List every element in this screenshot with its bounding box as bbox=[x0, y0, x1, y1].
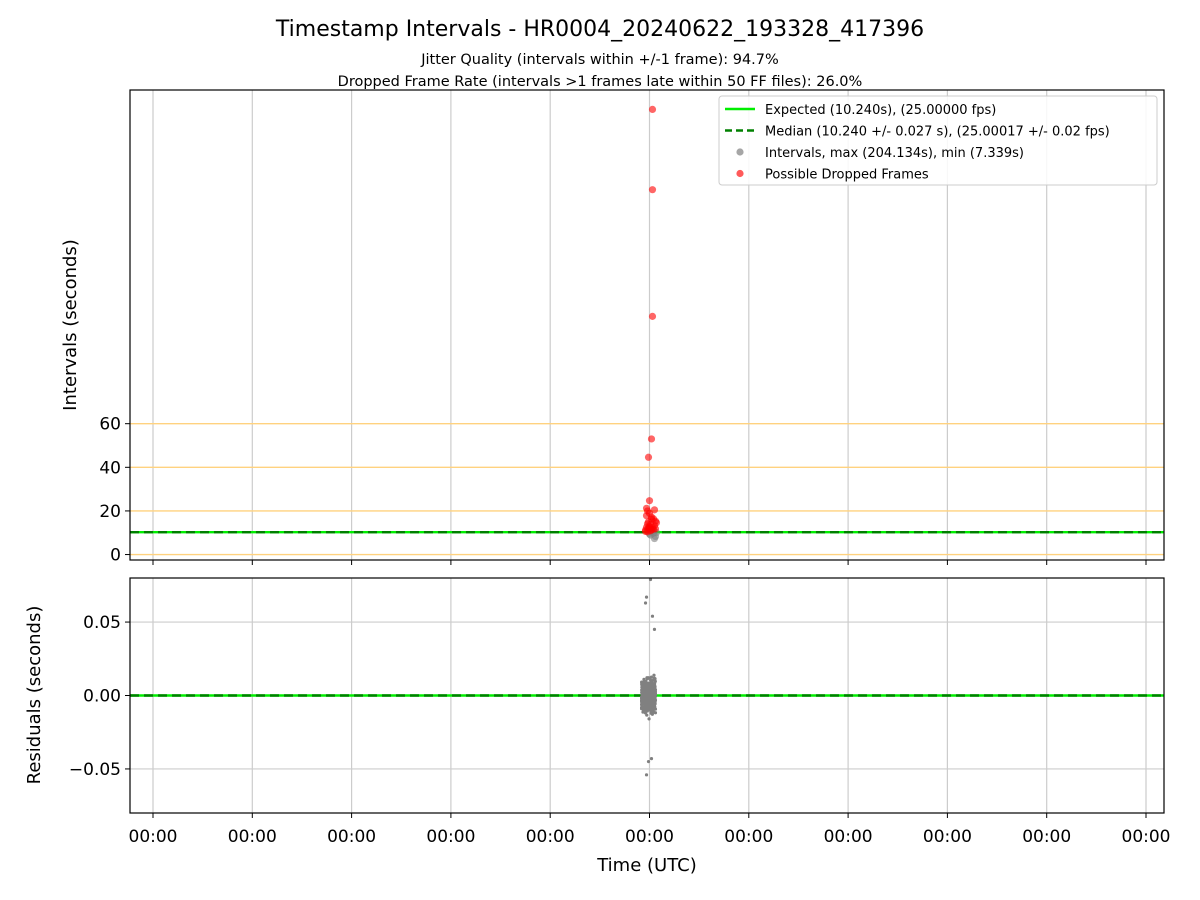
residual-point bbox=[649, 682, 653, 687]
residual-point bbox=[652, 686, 656, 690]
intervals-y-tick-label: 0 bbox=[110, 546, 121, 566]
x-axis-label: Time (UTC) bbox=[596, 855, 697, 876]
intervals-x-ticks bbox=[152, 560, 1147, 565]
residual-point bbox=[651, 696, 656, 700]
intervals-y-axis-label: Intervals (seconds) bbox=[60, 239, 81, 411]
dropped-frame-point bbox=[645, 523, 654, 531]
residual-outlier-point bbox=[644, 595, 649, 599]
residual-outlier-point bbox=[644, 773, 649, 777]
residual-point bbox=[648, 708, 652, 712]
residual-point bbox=[645, 709, 649, 713]
jitter-quality-subtitle: Jitter Quality (intervals within +/-1 fr… bbox=[420, 52, 779, 68]
residual-point bbox=[641, 701, 645, 706]
dropped-frame-point bbox=[649, 515, 658, 523]
dropped-frame-point bbox=[648, 186, 657, 194]
residual-point bbox=[644, 679, 648, 683]
x-tick-label: 00:00 bbox=[327, 827, 376, 847]
intervals-panel: 0 20 40 60 Intervals (seconds) Expected (10… bbox=[60, 89, 1165, 566]
intervals-y-tick-label: 40 bbox=[99, 458, 121, 478]
x-tick-label: 00:00 bbox=[129, 827, 178, 847]
figure-title: Timestamp Intervals - HR0004_20240622_19… bbox=[275, 17, 924, 42]
residual-point bbox=[644, 705, 648, 710]
residual-point bbox=[640, 688, 644, 692]
residual-point bbox=[652, 673, 656, 677]
residual-point bbox=[642, 695, 646, 699]
x-tick-label: 00:00 bbox=[1022, 827, 1071, 847]
legend-marker-swatch bbox=[736, 148, 744, 156]
intervals-y-ticks: 0 20 40 60 bbox=[99, 415, 130, 566]
residual-point bbox=[641, 698, 645, 702]
legend-entry-label: Possible Dropped Frames bbox=[765, 168, 929, 183]
x-tick-label: 00:00 bbox=[923, 827, 972, 847]
x-tick-label: 00:00 bbox=[824, 827, 873, 847]
residual-point bbox=[647, 717, 651, 721]
residual-point bbox=[646, 684, 650, 688]
intervals-y-tick-label: 20 bbox=[99, 502, 121, 522]
x-tick-label: 00:00 bbox=[228, 827, 277, 847]
residuals-x-ticks: 00:00 00:00 00:00 00:00 00:00 00:00 00:00 00:00… bbox=[129, 813, 1171, 847]
residual-outlier-point bbox=[643, 601, 648, 605]
legend-entry-label: Intervals, max (204.134s), min (7.339s) bbox=[765, 146, 1024, 161]
residuals-cloud bbox=[639, 673, 658, 721]
residual-outlier-point bbox=[649, 757, 654, 761]
residuals-panel: −0.050.000.05 00:00 00:00 00:00 00:00 00:00 0… bbox=[24, 577, 1171, 876]
legend-entry-label: Expected (10.240s), (25.00000 fps) bbox=[765, 103, 996, 118]
x-tick-label: 00:00 bbox=[526, 827, 575, 847]
residual-point bbox=[649, 711, 653, 715]
legend-marker-swatch bbox=[736, 169, 744, 178]
x-tick-label: 00:00 bbox=[724, 827, 773, 847]
legend-box bbox=[718, 95, 1158, 186]
residual-point bbox=[643, 682, 647, 686]
dropped-frame-point bbox=[648, 105, 657, 114]
residuals-y-axis-label: Residuals (seconds) bbox=[24, 606, 45, 785]
dropped-frame-point bbox=[644, 453, 653, 461]
residual-point bbox=[646, 691, 651, 695]
residual-outlier-point bbox=[646, 759, 651, 764]
residual-outlier-point bbox=[650, 614, 655, 618]
residual-point bbox=[651, 678, 656, 682]
residual-outlier-point bbox=[652, 627, 657, 632]
residuals-y-tick-label: 0.00 bbox=[83, 687, 121, 707]
residual-point bbox=[650, 703, 654, 707]
dropped-frame-point bbox=[648, 312, 657, 320]
residuals-y-tick-label: −0.05 bbox=[69, 760, 121, 780]
dropped-frame-point bbox=[645, 497, 654, 505]
residual-outlier-point bbox=[648, 577, 653, 582]
residual-point bbox=[645, 694, 649, 698]
dropped-frame-point bbox=[647, 435, 656, 443]
dropped-frame-rate-subtitle: Dropped Frame Rate (intervals >1 frames … bbox=[338, 74, 863, 90]
intervals-y-tick-label: 60 bbox=[99, 415, 121, 435]
x-tick-label: 00:00 bbox=[625, 827, 674, 847]
residual-point bbox=[649, 675, 654, 679]
x-tick-label: 00:00 bbox=[426, 827, 475, 847]
legend-entry-label: Median (10.240 +/- 0.027 s), (25.00017 +… bbox=[765, 125, 1110, 140]
legend: Expected (10.240s), (25.00000 fps) Median… bbox=[718, 95, 1158, 186]
residual-point bbox=[647, 700, 651, 704]
residual-point bbox=[653, 711, 658, 715]
x-tick-label: 00:00 bbox=[1122, 827, 1171, 847]
residual-point bbox=[641, 685, 645, 689]
residuals-y-tick-label: 0.05 bbox=[83, 613, 121, 633]
dropped-frame-points bbox=[641, 105, 661, 536]
legend-entries: Expected (10.240s), (25.00000 fps) Median… bbox=[725, 103, 1110, 183]
intervals-axes-frame bbox=[129, 89, 1165, 561]
residuals-points bbox=[643, 577, 657, 777]
residuals-y-ticks: −0.05 0.00 0.05 bbox=[69, 613, 130, 780]
residual-point bbox=[645, 688, 649, 693]
